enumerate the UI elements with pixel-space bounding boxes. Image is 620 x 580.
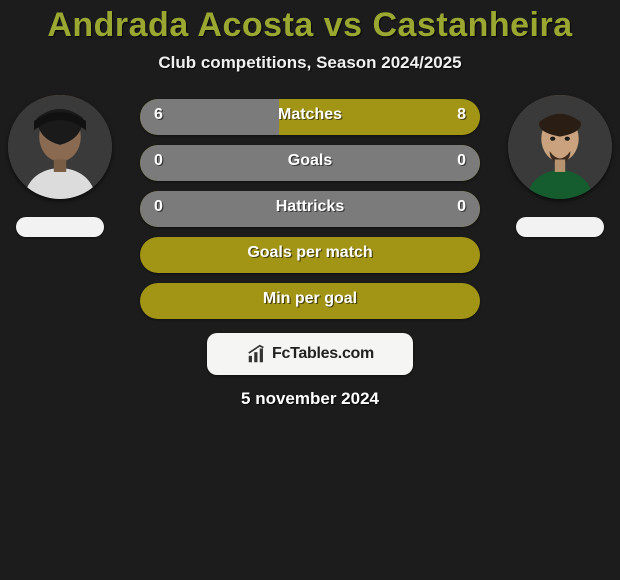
bar-base — [140, 237, 480, 273]
logo-text: FcTables.com — [272, 345, 374, 363]
flag-right — [516, 217, 604, 237]
bar-fill-right — [279, 99, 480, 135]
stat-bar-goals-per-match: Goals per match — [140, 237, 480, 273]
bar-base — [140, 283, 480, 319]
avatar-right — [508, 95, 612, 199]
stat-bar-matches: Matches68 — [140, 99, 480, 135]
avatar-left — [8, 95, 112, 199]
date-text: 5 november 2024 — [0, 389, 620, 409]
stat-bar-hattricks: Hattricks00 — [140, 191, 480, 227]
logo-box: FcTables.com — [207, 333, 413, 375]
stat-bars: Matches68 Goals00 Hattricks00 Goals per mat… — [140, 95, 480, 319]
player-left-column — [0, 95, 120, 237]
bar-fill-right — [310, 191, 480, 227]
stat-bar-goals: Goals00 — [140, 145, 480, 181]
page-root: Andrada Acosta vs Castanheira Club compe… — [0, 6, 620, 580]
page-subtitle: Club competitions, Season 2024/2025 — [0, 53, 620, 73]
page-title: Andrada Acosta vs Castanheira — [0, 6, 620, 45]
bar-fill-right — [310, 145, 480, 181]
player-right-column — [500, 95, 620, 237]
avatar-right-placeholder-icon — [508, 95, 612, 199]
bar-fill-left — [140, 145, 310, 181]
avatar-left-placeholder-icon — [8, 95, 112, 199]
bar-fill-left — [140, 191, 310, 227]
flag-left — [16, 217, 104, 237]
bar-fill-left — [140, 99, 279, 135]
stat-bar-min-per-goal: Min per goal — [140, 283, 480, 319]
comparison-content: Matches68 Goals00 Hattricks00 Goals per mat… — [0, 95, 620, 409]
bar-chart-icon — [246, 343, 268, 365]
